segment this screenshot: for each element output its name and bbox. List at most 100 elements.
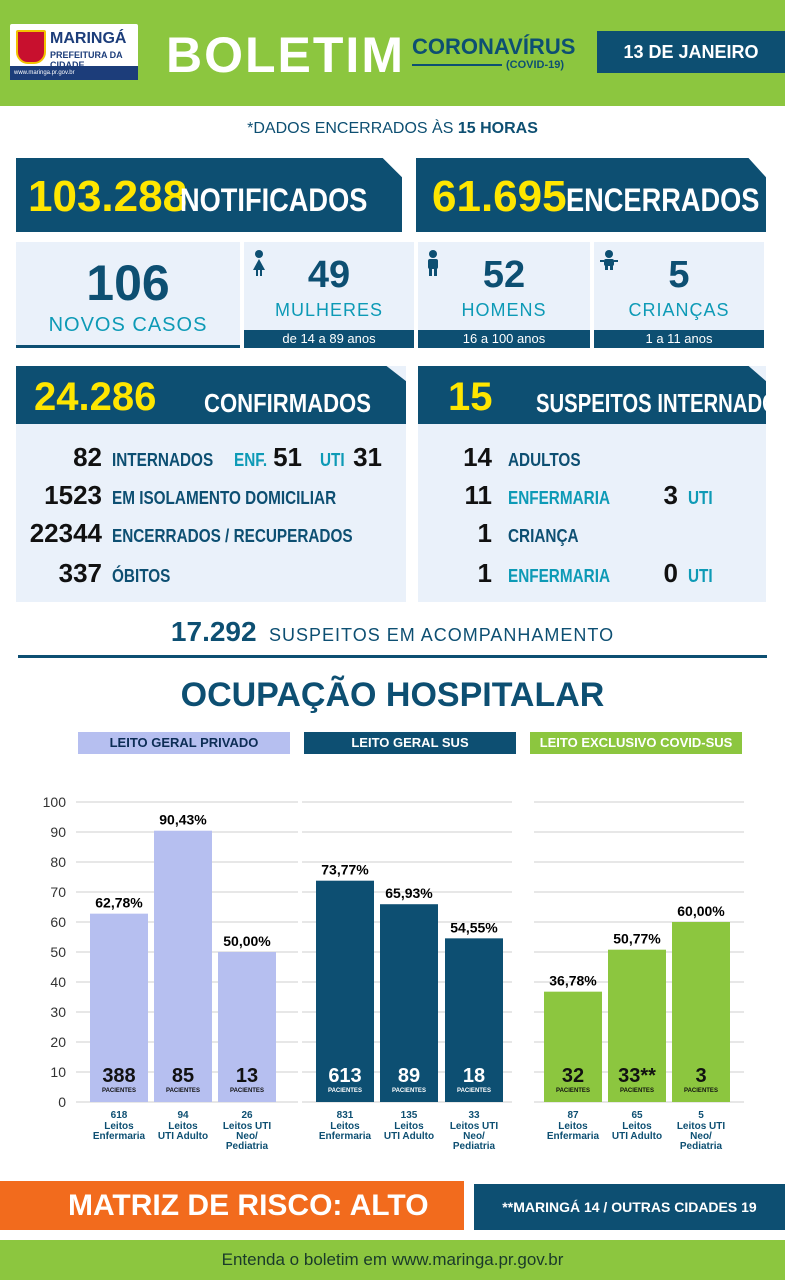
data-note-prefix: *DADOS ENCERRADOS ÀS [247, 120, 458, 137]
occupancy-chart: 010203040506070809010062,78%388PACIENTES… [43, 794, 744, 1152]
bar-value-label: 36,78% [549, 973, 597, 989]
risk-note: **MARINGÁ 14 / OUTRAS CIDADES 19 [474, 1184, 785, 1230]
section-head-private: LEITO GERAL PRIVADO [78, 732, 290, 754]
ward-label: ENF. [234, 450, 268, 470]
bar-patients-count: 85 [172, 1065, 194, 1087]
suspect-child-icu-value: 0 [663, 558, 678, 588]
page-title: BOLETIM [166, 27, 405, 83]
ward-value: 51 [273, 442, 302, 472]
suspect-adults-value: 14 [463, 442, 492, 472]
y-tick-label: 100 [43, 794, 67, 810]
bar-patients-label: PACIENTES [556, 1088, 590, 1094]
woman-icon [253, 250, 265, 276]
bar-patients-count: 388 [102, 1065, 135, 1087]
suspect-child-ward-label: ENFERMARIA [508, 566, 610, 586]
y-tick-label: 70 [50, 884, 66, 900]
new-cases-card: 106 NOVOS CASOS [16, 242, 240, 348]
subtitle-underline [412, 64, 502, 66]
bar-category-label: UTI Adulto [158, 1131, 208, 1142]
closed-box: 61.695 ENCERRADOS [416, 158, 766, 232]
bulletin-date: 13 DE JANEIRO [597, 31, 785, 73]
bar [672, 922, 730, 1102]
deaths-label: ÓBITOS [112, 566, 171, 586]
hospitalized-label: INTERNADOS [112, 450, 214, 470]
logo-city-sub: PREFEITURA DA CIDADE [50, 50, 123, 70]
bar-category-label: Leitos [394, 1121, 424, 1132]
bar-category-label: Neo/ [236, 1131, 258, 1142]
bar-beds-count: 26 [241, 1110, 253, 1121]
bar-value-label: 50,77% [613, 931, 661, 947]
bar-category-label: Neo/ [463, 1131, 485, 1142]
bar-beds-count: 618 [111, 1110, 128, 1121]
city-logo[interactable]: MARINGÁ PREFEITURA DA CIDADE www.maringa… [10, 24, 138, 80]
suspect-child-value: 1 [477, 518, 492, 548]
suspect-child-label: CRIANÇA [508, 526, 579, 546]
women-label: MULHERES [274, 300, 384, 320]
icu-value: 31 [353, 442, 382, 472]
footer-link[interactable]: Entenda o boletim em www.maringa.pr.gov.… [0, 1240, 785, 1280]
bar-patients-count: 18 [463, 1065, 485, 1087]
women-card: 49 MULHERES de 14 a 89 anos [244, 242, 414, 348]
monitoring-label: SUSPEITOS EM ACOMPANHAMENTO [269, 625, 615, 645]
closed-label: ENCERRADOS [566, 182, 760, 218]
bar-beds-count: 831 [337, 1110, 354, 1121]
bar [154, 830, 212, 1102]
section-divider [18, 655, 767, 658]
section-head-covid: LEITO EXCLUSIVO COVID-SUS [530, 732, 742, 754]
children-label: CRIANÇAS [628, 300, 730, 320]
bar-category-label: Neo/ [690, 1131, 712, 1142]
recovered-value: 22344 [29, 518, 102, 548]
closed-value: 61.695 [432, 172, 567, 221]
header-banner: MARINGÁ PREFEITURA DA CIDADE www.maringa… [0, 0, 785, 106]
bar-beds-count: 94 [177, 1110, 189, 1121]
children-value: 5 [668, 254, 690, 296]
bar-category-label: Enfermaria [93, 1131, 146, 1142]
bar-patients-label: PACIENTES [328, 1088, 362, 1094]
home-isolation-value: 1523 [44, 480, 102, 510]
hospitalized-value: 82 [73, 442, 102, 472]
bar-category-label: Leitos [558, 1121, 588, 1132]
child-icon [600, 250, 618, 270]
bar-patients-count: 89 [398, 1065, 420, 1087]
bar [445, 938, 503, 1102]
bar-category-label: Enfermaria [547, 1131, 600, 1142]
new-cases-label: NOVOS CASOS [48, 314, 208, 336]
women-age-range: de 14 a 89 anos [244, 330, 414, 348]
home-isolation-label: EM ISOLAMENTO DOMICILIAR [112, 488, 337, 508]
bar-patients-count: 3 [695, 1065, 706, 1087]
bar-patients-count: 13 [236, 1065, 258, 1087]
children-card: 5 CRIANÇAS 1 a 11 anos [594, 242, 764, 348]
bar-beds-count: 65 [631, 1110, 643, 1121]
bar [608, 949, 666, 1102]
bar [316, 880, 374, 1102]
confirmed-value: 24.286 [34, 375, 157, 419]
men-value: 52 [482, 254, 526, 296]
bar-patients-label: PACIENTES [230, 1088, 264, 1094]
bar-patients-count: 32 [562, 1065, 584, 1087]
monitoring-value: 17.292 [170, 616, 257, 647]
y-tick-label: 40 [50, 974, 66, 990]
suspect-adult-icu-label: UTI [688, 488, 713, 508]
bar-patients-label: PACIENTES [166, 1088, 200, 1094]
women-value: 49 [307, 254, 351, 296]
suspect-child-ward-value: 1 [477, 558, 492, 588]
bar [544, 991, 602, 1102]
suspects-label: SUSPEITOS INTERNADOS [536, 388, 785, 418]
data-cutoff-note: *DADOS ENCERRADOS ÀS 15 HORAS [0, 120, 785, 138]
y-tick-label: 0 [58, 1094, 66, 1110]
bar-value-label: 60,00% [677, 903, 725, 919]
bar-category-label: Pediatria [453, 1141, 496, 1152]
man-icon [428, 250, 438, 276]
bar-beds-count: 33 [468, 1110, 480, 1121]
bar-category-label: Leitos [622, 1121, 652, 1132]
y-tick-label: 30 [50, 1004, 66, 1020]
bar-category-label: Enfermaria [319, 1131, 372, 1142]
recovered-label: ENCERRADOS / RECUPERADOS [112, 526, 353, 546]
bar [380, 904, 438, 1102]
bar-category-label: UTI Adulto [384, 1131, 434, 1142]
suspects-value: 15 [448, 375, 493, 419]
bar-patients-label: PACIENTES [392, 1088, 426, 1094]
icu-label: UTI [320, 450, 345, 470]
men-card: 52 HOMENS 16 a 100 anos [418, 242, 590, 348]
notified-box: 103.288 NOTIFICADOS [16, 158, 402, 232]
